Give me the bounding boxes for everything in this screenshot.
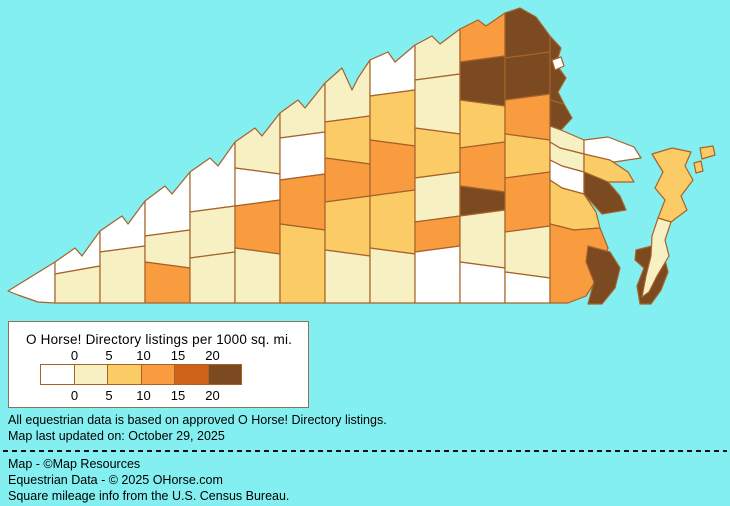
legend-swatch bbox=[174, 364, 209, 385]
county-shape bbox=[369, 89, 416, 147]
county-shape bbox=[585, 245, 621, 305]
legend-swatch bbox=[73, 364, 108, 385]
county-shape bbox=[324, 59, 371, 123]
county-shape bbox=[99, 245, 146, 304]
legend-swatch bbox=[140, 364, 175, 385]
county-shape bbox=[144, 171, 191, 237]
county-shape bbox=[369, 247, 416, 304]
county-shape bbox=[414, 28, 461, 81]
legend: O Horse! Directory listings per 1000 sq.… bbox=[8, 321, 309, 408]
county-shape bbox=[99, 200, 146, 253]
county-shape bbox=[279, 82, 326, 139]
credit-square-mileage: Square mileage info from the U.S. Census… bbox=[8, 489, 290, 503]
legend-tick-label: 0 bbox=[70, 388, 79, 403]
county-shape bbox=[279, 173, 326, 231]
county-shape bbox=[504, 271, 551, 304]
county-shape bbox=[459, 209, 506, 269]
county-shape bbox=[324, 195, 371, 257]
county-shape bbox=[189, 251, 236, 304]
county-shape bbox=[189, 205, 236, 259]
legend-swatch bbox=[107, 364, 142, 385]
county-shape bbox=[7, 261, 56, 304]
county-layer bbox=[7, 7, 716, 305]
county-shape bbox=[234, 199, 281, 255]
county-shape bbox=[324, 249, 371, 304]
county-shape bbox=[189, 141, 236, 213]
legend-swatch bbox=[207, 364, 242, 385]
county-shape bbox=[699, 145, 716, 160]
county-shape bbox=[459, 12, 506, 63]
legend-ticks-top: 0 5 10 15 20 bbox=[40, 347, 247, 363]
legend-tick-label: 5 bbox=[105, 388, 113, 403]
county-shape bbox=[324, 157, 371, 203]
county-shape bbox=[459, 99, 506, 149]
county-shape bbox=[144, 261, 191, 304]
legend-color-ramp bbox=[40, 364, 242, 385]
county-shape bbox=[641, 217, 672, 298]
county-shape bbox=[549, 35, 567, 105]
county-shape bbox=[369, 189, 416, 255]
county-shape bbox=[414, 73, 461, 135]
county-shape bbox=[279, 223, 326, 304]
county-shape bbox=[234, 112, 281, 175]
county-shape bbox=[504, 7, 551, 59]
legend-ticks-bottom: 0 5 10 15 20 bbox=[40, 387, 247, 403]
note-last-updated: Map last updated on: October 29, 2025 bbox=[8, 429, 225, 443]
county-shape bbox=[504, 171, 551, 233]
county-shape bbox=[504, 51, 551, 101]
county-shape bbox=[324, 115, 371, 165]
county-shape bbox=[504, 133, 551, 179]
county-shape bbox=[414, 127, 461, 179]
county-shape bbox=[369, 139, 416, 197]
legend-tick-label: 20 bbox=[205, 348, 220, 363]
county-shape bbox=[234, 247, 281, 304]
county-shape bbox=[459, 261, 506, 304]
legend-tick-label: 15 bbox=[170, 388, 186, 403]
note-data-source: All equestrian data is based on approved… bbox=[8, 413, 387, 427]
legend-tick-label: 0 bbox=[70, 348, 79, 363]
credit-equestrian-data: Equestrian Data - © 2025 OHorse.com bbox=[8, 473, 223, 487]
county-shape bbox=[459, 55, 506, 107]
county-shape bbox=[504, 225, 551, 279]
county-shape bbox=[459, 141, 506, 193]
legend-tick-label: 5 bbox=[105, 348, 113, 363]
county-shape bbox=[651, 147, 694, 223]
dashed-divider bbox=[3, 450, 727, 452]
county-shape bbox=[549, 99, 573, 131]
legend-swatch bbox=[40, 364, 75, 385]
county-shape bbox=[414, 245, 461, 304]
credit-map: Map - ©Map Resources bbox=[8, 457, 141, 471]
county-shape bbox=[551, 56, 565, 71]
county-shape bbox=[369, 44, 416, 97]
county-shape bbox=[504, 93, 551, 141]
county-shape bbox=[414, 171, 461, 223]
legend-title: O Horse! Directory listings per 1000 sq.… bbox=[26, 332, 293, 347]
legend-tick-label: 10 bbox=[136, 348, 151, 363]
county-shape bbox=[693, 160, 704, 174]
legend-tick-label: 15 bbox=[170, 348, 186, 363]
legend-tick-label: 20 bbox=[205, 388, 220, 403]
virginia-choropleth-map bbox=[7, 7, 716, 305]
legend-tick-label: 10 bbox=[136, 388, 151, 403]
county-shape bbox=[279, 131, 326, 181]
